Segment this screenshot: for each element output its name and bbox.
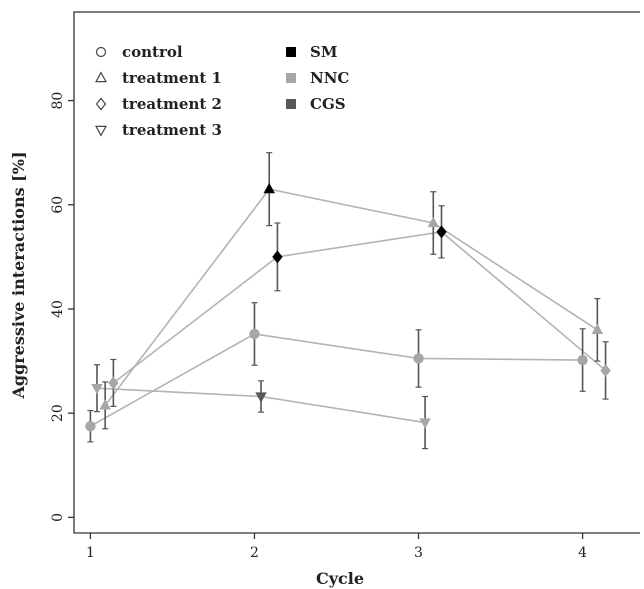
data-point [600, 363, 611, 377]
legend-label: SM [310, 43, 337, 61]
legend-marker [95, 46, 107, 58]
data-point [255, 392, 267, 403]
data-point [436, 225, 447, 239]
data-point [272, 250, 283, 264]
legend: control treatment 1 treatment 2 treatment 3… [95, 43, 349, 139]
data-markers [85, 182, 611, 432]
data-point [577, 354, 588, 366]
error-bars [87, 152, 609, 450]
series-lines [90, 188, 607, 427]
x-tick-label: 1 [86, 545, 95, 561]
data-point [108, 376, 119, 390]
legend-swatch [286, 73, 296, 83]
y-tick-label: 20 [50, 404, 66, 422]
x-tick-label: 4 [578, 545, 587, 561]
x-axis: 1 2 3 4 [86, 533, 587, 561]
data-point [419, 418, 431, 429]
legend-label: treatment 3 [122, 121, 222, 139]
legend-label: treatment 1 [122, 69, 222, 87]
x-tick-label: 2 [250, 545, 259, 561]
data-point [427, 216, 440, 228]
data-point [85, 420, 96, 432]
legend-marker [95, 71, 107, 83]
data-point [99, 399, 111, 410]
y-tick-label: 40 [50, 300, 66, 318]
data-point [91, 384, 103, 395]
y-tick-label: 60 [50, 196, 66, 214]
y-axis: 0 20 40 60 80 [50, 92, 74, 522]
series-line [112, 231, 607, 384]
y-tick-label: 0 [50, 513, 66, 522]
x-tick-label: 3 [414, 545, 423, 561]
series-line [104, 188, 598, 406]
legend-marker [95, 97, 107, 111]
plot-border [73, 11, 640, 534]
legend-label: control [122, 43, 183, 61]
data-point [413, 353, 424, 364]
legend-label: NNC [310, 69, 349, 87]
data-point [591, 323, 604, 334]
series-line [90, 333, 583, 427]
data-point [249, 328, 260, 340]
y-tick-label: 80 [50, 92, 66, 110]
y-axis-title: Aggressive interactions [%] [9, 151, 28, 399]
plot-frame [73, 11, 640, 534]
legend-swatch [286, 47, 296, 57]
data-point [263, 182, 275, 194]
x-axis-title: Cycle [316, 569, 364, 588]
legend-label: CGS [310, 95, 346, 113]
legend-label: treatment 2 [122, 95, 222, 113]
legend-marker [95, 125, 107, 137]
legend-swatch [286, 99, 296, 109]
